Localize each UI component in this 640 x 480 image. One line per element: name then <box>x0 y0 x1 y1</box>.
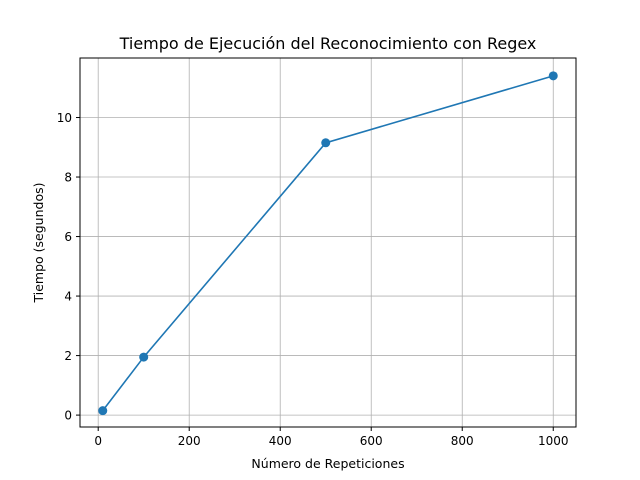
chart-title: Tiempo de Ejecución del Reconocimiento c… <box>119 34 537 53</box>
data-point <box>139 352 149 362</box>
y-tick-label: 2 <box>64 349 72 363</box>
ticks-layer: 0 200 400 600 800 1000 0 2 4 6 8 10 <box>57 111 569 448</box>
x-axis-label: Número de Repeticiones <box>251 456 404 471</box>
data-point <box>548 71 558 81</box>
y-tick-label: 6 <box>64 230 72 244</box>
x-tick-label: 0 <box>94 434 102 448</box>
data-point <box>98 406 108 416</box>
y-tick-label: 10 <box>57 111 72 125</box>
y-tick-label: 0 <box>64 409 72 423</box>
y-axis-label: Tiempo (segundos) <box>31 183 46 304</box>
x-tick-label: 800 <box>451 434 474 448</box>
grid-layer <box>80 58 576 427</box>
x-tick-label: 200 <box>178 434 201 448</box>
series-line <box>102 75 554 412</box>
y-tick-label: 8 <box>64 171 72 185</box>
x-tick-label: 600 <box>360 434 383 448</box>
series-layer <box>98 71 558 416</box>
plot-frame <box>79 57 577 428</box>
y-tick-label: 4 <box>64 290 72 304</box>
x-tick-label: 400 <box>269 434 292 448</box>
data-point <box>321 138 331 148</box>
x-tick-label: 1000 <box>538 434 569 448</box>
